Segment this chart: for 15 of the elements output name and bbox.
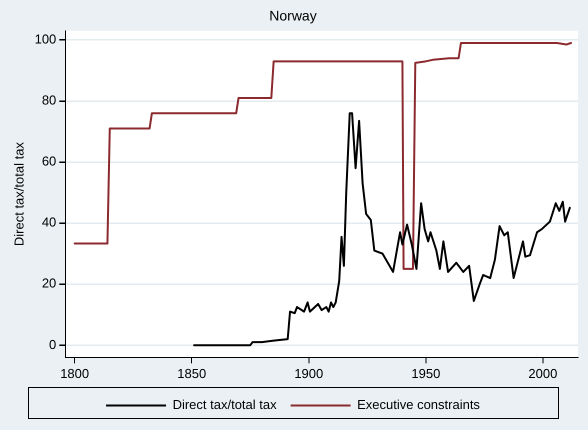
- y-tick-label: 20: [42, 276, 56, 291]
- x-tick-label: 1800: [60, 366, 90, 381]
- legend-label: Direct tax/total tax: [172, 397, 278, 412]
- x-tick-label: 1850: [177, 366, 206, 381]
- y-tick-label: 60: [42, 154, 56, 169]
- y-tick-label: 100: [34, 32, 56, 47]
- x-tick-label: 1900: [294, 366, 324, 381]
- y-tick-label: 40: [42, 214, 56, 230]
- x-tick-label: 2000: [528, 366, 558, 381]
- y-tick-label: 0: [49, 336, 56, 352]
- legend-label: Executive constraints: [357, 397, 480, 412]
- chart-title: Norway: [269, 7, 317, 24]
- y-tick-label: 80: [42, 92, 56, 108]
- y-axis-title: Direct tax/total tax: [11, 142, 26, 246]
- x-tick-label: 1950: [411, 366, 440, 381]
